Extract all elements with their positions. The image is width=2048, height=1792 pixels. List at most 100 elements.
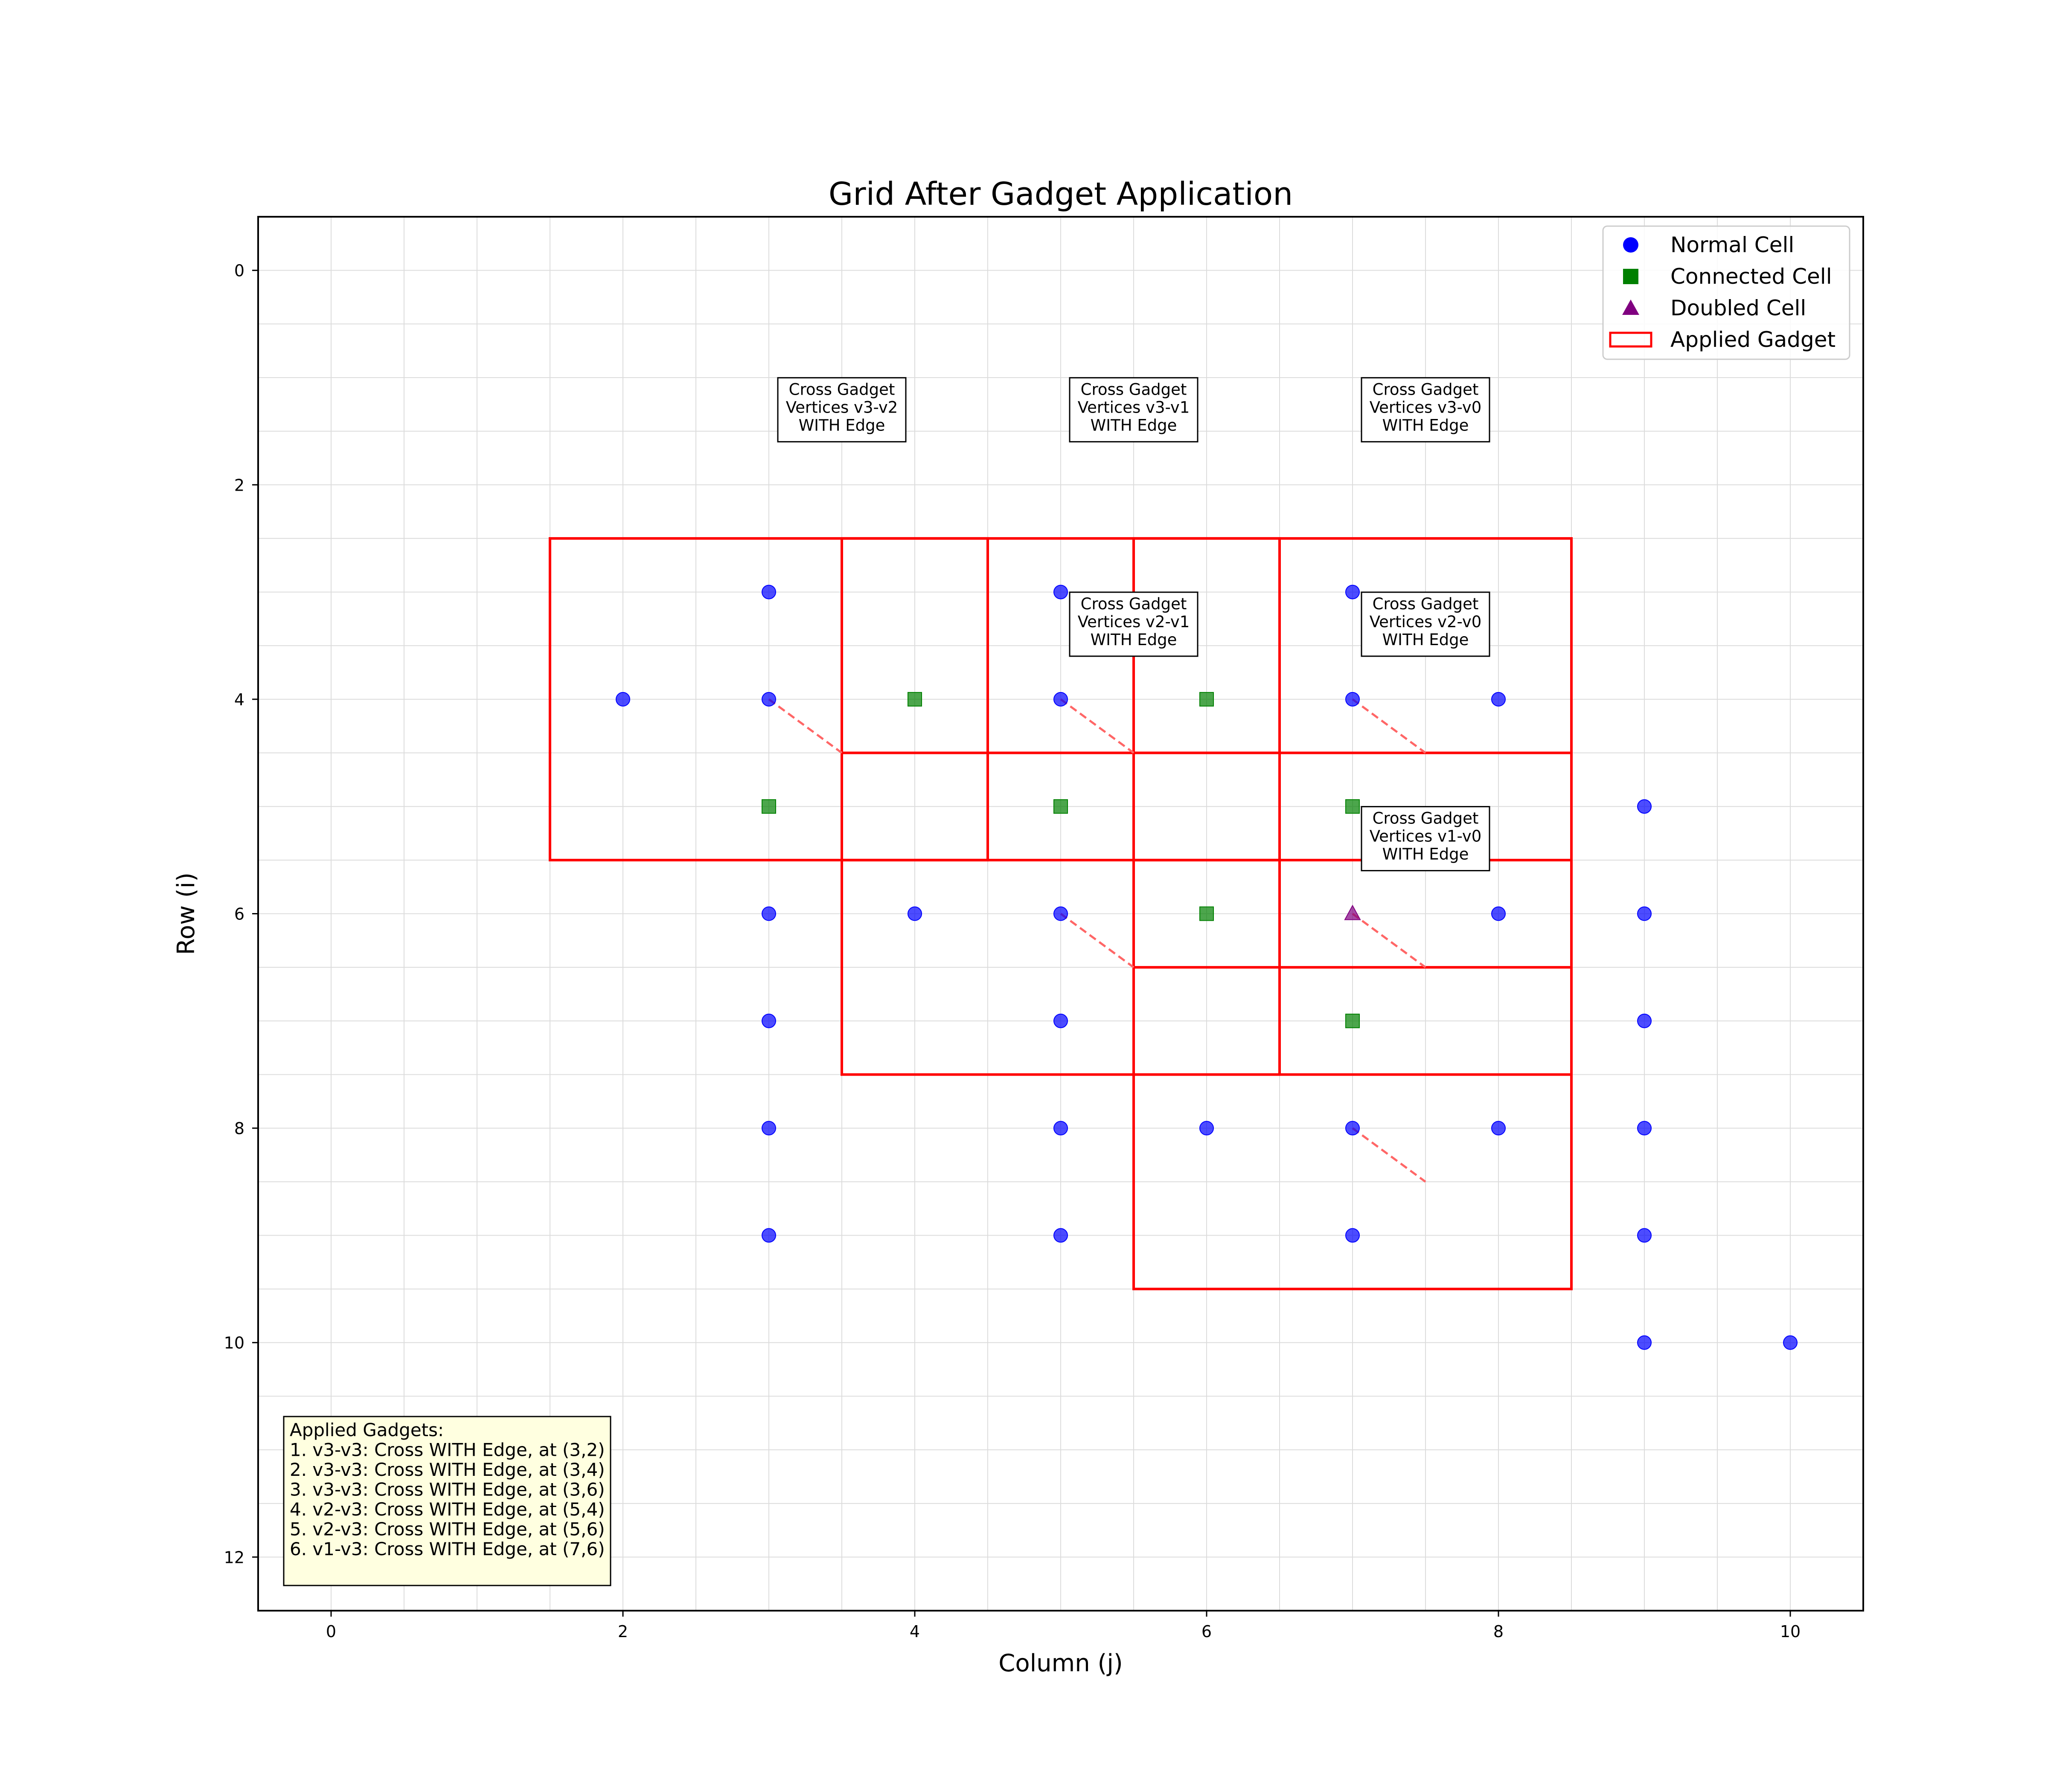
y-axis-title: Row (i) [172, 873, 200, 955]
normal-cell-point [1053, 1228, 1068, 1243]
connected-cell-point [908, 692, 922, 707]
y-tick-label: 0 [234, 262, 244, 280]
annotation-line: Vertices v1-v0 [1370, 827, 1482, 846]
info-line: 6. v1-v3: Cross WITH Edge, at (7,6) [290, 1539, 605, 1559]
normal-cell-point [1053, 585, 1068, 599]
annotation-line: Cross Gadget [1081, 380, 1187, 399]
annotation-box [1069, 377, 1199, 442]
info-line: 5. v2-v3: Cross WITH Edge, at (5,6) [290, 1519, 605, 1540]
info-line: 4. v2-v3: Cross WITH Edge, at (5,4) [290, 1499, 605, 1520]
normal-cell-point [1637, 1228, 1652, 1243]
x-tick-label: 2 [618, 1622, 628, 1641]
info-line: 3. v3-v3: Cross WITH Edge, at (3,6) [290, 1479, 605, 1500]
legend: Normal Cell Connected Cell Doubled Cell App… [1602, 225, 1850, 360]
normal-cell-point [1491, 692, 1506, 707]
edge-line [1352, 913, 1426, 969]
normal-cell-point [1199, 1121, 1214, 1136]
gadget-rect [1132, 966, 1573, 1291]
x-axis-title: Column (j) [998, 1649, 1123, 1677]
x-tick-label: 10 [1780, 1622, 1801, 1641]
annotation-line: Cross Gadget [1373, 809, 1479, 828]
annotation-line: Vertices v2-v1 [1078, 613, 1190, 631]
x-tick-label: 0 [326, 1622, 336, 1641]
gadget-rect [549, 537, 989, 861]
connected-cell-point [1199, 906, 1214, 921]
normal-cell-point [762, 692, 776, 707]
grid-lines [258, 217, 1863, 1611]
normal-cell-point [762, 1121, 776, 1136]
annotation-line: WITH Edge [1382, 631, 1469, 649]
connected-cell-point [1053, 799, 1068, 814]
normal-cell-point [1783, 1335, 1798, 1350]
normal-cell-point [1637, 1335, 1652, 1350]
annotation-box [1361, 806, 1490, 872]
edge-line [1060, 913, 1135, 969]
normal-cell-point [1345, 1121, 1360, 1136]
y-tick-label: 12 [224, 1548, 244, 1567]
normal-cell-point [1637, 799, 1652, 814]
info-line: 2. v3-v3: Cross WITH Edge, at (3,4) [290, 1459, 605, 1480]
y-tick-label: 4 [234, 690, 244, 709]
normal-cell-point [1637, 906, 1652, 921]
edge-line [768, 698, 843, 754]
legend-marker-triangle [1622, 300, 1639, 315]
annotation-line: WITH Edge [1382, 845, 1469, 864]
connected-cell-point [1345, 799, 1360, 814]
legend-marker-rect [1609, 332, 1652, 348]
annotation-line: WITH Edge [1091, 416, 1177, 434]
applied-gadgets-info-box: Applied Gadgets:1. v3-v3: Cross WITH Edg… [283, 1416, 611, 1586]
connected-cell-point [762, 799, 776, 814]
annotation-line: WITH Edge [1382, 416, 1469, 434]
annotation-line: Vertices v3-v1 [1078, 398, 1190, 416]
info-line: 1. v3-v3: Cross WITH Edge, at (3,2) [290, 1440, 605, 1460]
info-box [283, 1416, 611, 1586]
legend-label: Connected Cell [1670, 264, 1832, 289]
normal-cell-point [1345, 692, 1360, 707]
axis-ticks: 0 2 4 6 8 10 0 2 4 6 8 10 12 [224, 262, 1801, 1641]
normal-cell-point [908, 906, 922, 921]
annotation-line: Vertices v2-v0 [1370, 613, 1482, 631]
normal-cell-point [762, 906, 776, 921]
legend-marker-circle [1623, 237, 1638, 253]
annotation-box [1361, 377, 1490, 442]
normal-cell-point [1053, 1121, 1068, 1136]
edge-line [1352, 1127, 1426, 1183]
connected-cell-point [1345, 1013, 1360, 1028]
annotation-box [1361, 591, 1490, 657]
legend-label: Doubled Cell [1670, 296, 1806, 320]
annotation-line: WITH Edge [1091, 631, 1177, 649]
legend-marker-square [1623, 269, 1638, 284]
legend-box [1602, 225, 1850, 360]
edge-line [1060, 698, 1135, 754]
annotation-line: Vertices v3-v2 [786, 398, 898, 416]
annotation-line: Cross Gadget [1081, 595, 1187, 613]
gadget-rect [841, 537, 1281, 861]
annotation-box [777, 377, 907, 442]
x-tick-label: 8 [1493, 1622, 1504, 1641]
info-line: Applied Gadgets: [290, 1420, 444, 1440]
annotation-line: Cross Gadget [1373, 380, 1479, 399]
edge-line [1352, 698, 1426, 754]
normal-cell-point [1053, 1013, 1068, 1028]
normal-cell-point [762, 585, 776, 599]
normal-cell-point [762, 1013, 776, 1028]
data-points [616, 585, 1798, 1350]
y-tick-label: 6 [234, 905, 244, 924]
normal-cell-point [1637, 1013, 1652, 1028]
normal-cell-point [1053, 906, 1068, 921]
gadget-rect [1132, 751, 1573, 1076]
chart-title: Grid After Gadget Application [829, 176, 1293, 212]
edge-lines [768, 698, 1426, 1183]
annotation-line: Cross Gadget [789, 380, 895, 399]
normal-cell-point [1491, 1121, 1506, 1136]
doubled-cell-point [1344, 905, 1361, 920]
x-tick-label: 6 [1201, 1622, 1212, 1641]
